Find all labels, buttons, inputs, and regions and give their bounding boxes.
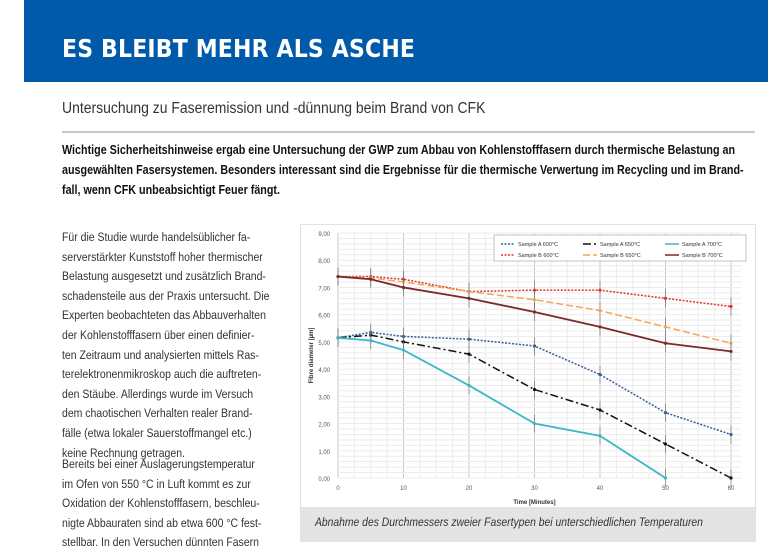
text-line: Oxidation der Kohlenstofffasern, beschle… — [62, 496, 260, 511]
data-point — [369, 338, 373, 343]
intro-line: Wichtige Sicherheitshinweise ergab eine … — [62, 143, 736, 157]
data-point — [598, 288, 602, 292]
data-point — [336, 336, 340, 340]
y-tick-label: 6,00 — [318, 314, 330, 320]
text-line: keine Rechnung getragen. — [62, 445, 185, 460]
text-line: ten Zeitraum und analysierten mittels Ra… — [62, 347, 259, 362]
y-tick-label: 3,00 — [318, 395, 330, 401]
text-line: der Kohlenstofffasern über einen definie… — [62, 327, 255, 342]
x-tick-label: 40 — [597, 486, 604, 492]
series-line — [337, 275, 732, 344]
data-point — [467, 337, 471, 341]
data-point — [663, 411, 668, 415]
y-tick-label: 0,00 — [318, 477, 330, 483]
intro-paragraph: Wichtige Sicherheitshinweise ergab eine … — [62, 140, 762, 200]
data-point — [663, 476, 668, 480]
data-point — [532, 344, 537, 348]
data-point — [467, 383, 471, 388]
intro-line: fall, wenn CFK unbeabsichtigt Feuer fäng… — [62, 183, 281, 197]
series-line — [337, 331, 732, 436]
legend-label: Sample A 700°C — [682, 242, 722, 248]
y-tick-label: 4,00 — [318, 368, 330, 374]
x-tick-label: 10 — [400, 486, 407, 492]
body-paragraph-1: Für die Studie wurde handelsüblicher fa-… — [62, 228, 302, 463]
x-tick-label: 30 — [531, 486, 538, 492]
data-point — [598, 408, 602, 412]
data-point — [401, 348, 406, 352]
divider — [62, 131, 755, 133]
y-tick-label: 7,00 — [318, 286, 330, 292]
x-tick-label: 0 — [336, 486, 340, 492]
data-point — [467, 296, 471, 300]
data-point — [401, 285, 406, 290]
text-line: stellbar. In den Versuchen dünnten Faser… — [62, 535, 259, 550]
data-point — [663, 325, 668, 329]
text-line: im Ofen von 550 °C in Luft kommt es zur — [62, 476, 251, 491]
legend-label: Sample B 650°C — [600, 253, 641, 259]
text-line: nigte Abbauraten sind ab etwa 600 °C fes… — [62, 515, 262, 530]
y-axis-label: Fibre diameter [µm] — [309, 328, 315, 384]
text-line: Für die Studie wurde handelsüblicher fa- — [62, 230, 251, 244]
data-point — [598, 308, 602, 313]
x-axis-label: Time [Minutes] — [513, 500, 555, 506]
data-point — [532, 298, 537, 302]
data-point — [532, 288, 537, 292]
x-tick-label: 60 — [728, 486, 735, 492]
data-point — [336, 274, 340, 279]
figure-caption-box: Abnahme des Durchmessers zweier Fasertyp… — [301, 507, 755, 541]
text-line: den Stäube. Allerdings wurde im Versuch — [62, 386, 254, 401]
text-line: Experten beobachteten das Abbauverhalten — [62, 308, 266, 323]
text-line: dem chaotischen Verhalten realer Brand- — [62, 406, 253, 421]
series-line — [337, 334, 732, 479]
legend-label: Sample B 700°C — [682, 253, 723, 259]
series-line — [338, 275, 732, 308]
page-title: ES BLEIBT MEHR ALS ASCHE — [62, 34, 416, 63]
legend-label: Sample A 650°C — [600, 242, 640, 248]
data-point — [598, 434, 602, 438]
header-banner: ES BLEIBT MEHR ALS ASCHE — [24, 0, 768, 82]
legend-box — [493, 234, 747, 262]
y-tick-label: 5,00 — [318, 341, 330, 347]
data-point — [369, 277, 373, 281]
data-point — [532, 310, 537, 314]
data-point — [663, 442, 668, 446]
figure-caption: Abnahme des Durchmessers zweier Fasertyp… — [315, 517, 703, 529]
data-point — [467, 352, 471, 356]
text-line: terelektronenmikroskop auch die auftrete… — [62, 367, 262, 382]
y-tick-label: 9,00 — [318, 232, 330, 238]
text-line: Belastung ausgesetzt und zusätzlich Bran… — [62, 269, 266, 284]
data-point — [729, 349, 733, 354]
legend-label: Sample A 600°C — [518, 242, 558, 248]
line-chart: 0,00 1,00 2,00 3,00 4,00 5,00 6,00 7,00 8,00 9,00… — [309, 232, 747, 506]
data-point — [532, 387, 537, 392]
chart-figure: 0,00 1,00 2,00 3,00 4,00 5,00 6,00 7,00 8,00 9,00… — [300, 224, 756, 542]
data-point — [729, 432, 733, 437]
y-tick-label: 2,00 — [318, 423, 330, 429]
data-point — [532, 421, 537, 426]
data-point — [729, 304, 733, 309]
x-tick-label: 50 — [662, 486, 669, 492]
data-point — [663, 341, 668, 345]
series-line — [337, 275, 732, 353]
text-line: serverstärkter Kunststoff hoher thermisc… — [62, 249, 263, 264]
body-paragraph-2: Bereits bei einer Auslagerungstemperatur… — [62, 455, 302, 553]
data-point — [663, 296, 668, 300]
y-tick-label: 8,00 — [318, 259, 330, 265]
data-point — [598, 325, 602, 329]
text-line: schadensteile aus der Praxis untersucht.… — [62, 288, 270, 303]
x-tick-label: 20 — [466, 486, 473, 492]
y-tick-label: 1,00 — [318, 450, 330, 456]
article-subtitle: Untersuchung zu Faseremission und -dünnu… — [62, 100, 486, 117]
data-point — [598, 372, 602, 377]
intro-line: ausgewählten Fasersystemen. Besonders in… — [62, 163, 744, 177]
legend-label: Sample B 600°C — [518, 253, 559, 259]
text-line: fälle (etwa lokaler Sauerstoffmangel etc… — [62, 425, 252, 440]
text-line: Bereits bei einer Auslagerungstemperatur — [62, 457, 255, 471]
data-point — [729, 476, 733, 480]
